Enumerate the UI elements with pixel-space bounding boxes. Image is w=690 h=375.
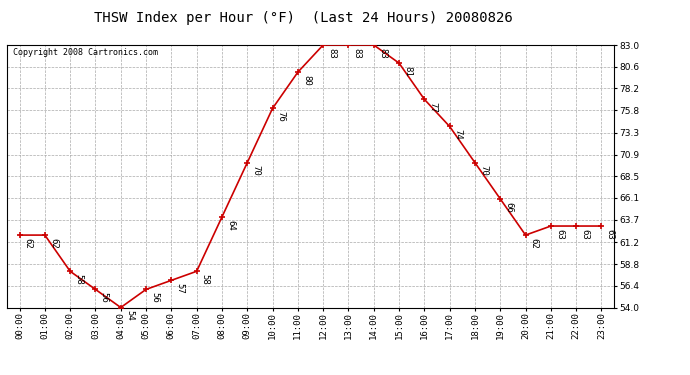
Text: 83: 83 xyxy=(327,48,336,58)
Text: 56: 56 xyxy=(150,292,159,303)
Text: 62: 62 xyxy=(23,238,32,249)
Text: 74: 74 xyxy=(454,129,463,140)
Text: 58: 58 xyxy=(75,274,83,285)
Text: 63: 63 xyxy=(580,229,589,240)
Text: 70: 70 xyxy=(251,165,260,176)
Text: 58: 58 xyxy=(201,274,210,285)
Text: 56: 56 xyxy=(99,292,108,303)
Text: 64: 64 xyxy=(226,220,235,231)
Text: THSW Index per Hour (°F)  (Last 24 Hours) 20080826: THSW Index per Hour (°F) (Last 24 Hours)… xyxy=(95,11,513,25)
Text: 57: 57 xyxy=(175,283,184,294)
Text: 77: 77 xyxy=(428,102,437,113)
Text: 70: 70 xyxy=(479,165,488,176)
Text: 83: 83 xyxy=(353,48,362,58)
Text: 62: 62 xyxy=(530,238,539,249)
Text: 81: 81 xyxy=(403,66,412,76)
Text: 76: 76 xyxy=(277,111,286,122)
Text: 83: 83 xyxy=(378,48,387,58)
Text: 80: 80 xyxy=(302,75,311,86)
Text: 63: 63 xyxy=(555,229,564,240)
Text: Copyright 2008 Cartronics.com: Copyright 2008 Cartronics.com xyxy=(13,48,158,57)
Text: 62: 62 xyxy=(49,238,58,249)
Text: 63: 63 xyxy=(606,229,615,240)
Text: 54: 54 xyxy=(125,310,134,321)
Text: 66: 66 xyxy=(504,202,513,212)
